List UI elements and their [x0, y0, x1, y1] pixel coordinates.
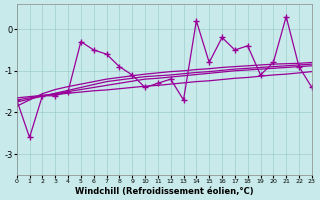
X-axis label: Windchill (Refroidissement éolien,°C): Windchill (Refroidissement éolien,°C): [75, 187, 253, 196]
